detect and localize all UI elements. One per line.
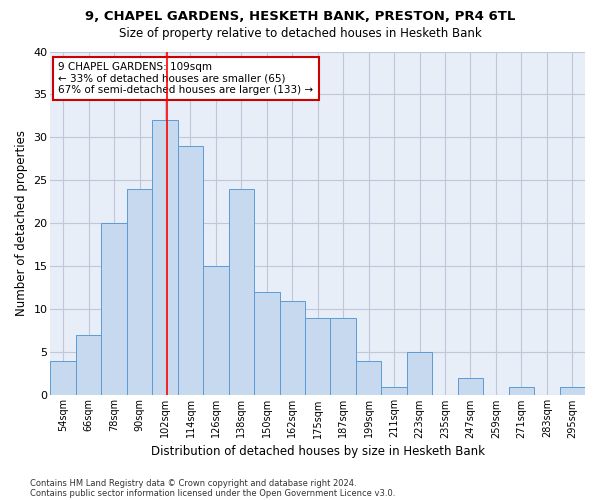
Bar bbox=[509, 387, 534, 396]
X-axis label: Distribution of detached houses by size in Hesketh Bank: Distribution of detached houses by size … bbox=[151, 444, 485, 458]
Text: Contains public sector information licensed under the Open Government Licence v3: Contains public sector information licen… bbox=[30, 489, 395, 498]
Bar bbox=[407, 352, 432, 396]
Bar bbox=[76, 335, 101, 396]
Text: 9 CHAPEL GARDENS: 109sqm
← 33% of detached houses are smaller (65)
67% of semi-d: 9 CHAPEL GARDENS: 109sqm ← 33% of detach… bbox=[58, 62, 314, 95]
Y-axis label: Number of detached properties: Number of detached properties bbox=[15, 130, 28, 316]
Bar bbox=[127, 189, 152, 396]
Bar bbox=[458, 378, 483, 396]
Bar bbox=[305, 318, 331, 396]
Text: Contains HM Land Registry data © Crown copyright and database right 2024.: Contains HM Land Registry data © Crown c… bbox=[30, 479, 356, 488]
Bar bbox=[178, 146, 203, 396]
Bar bbox=[50, 361, 76, 396]
Text: 9, CHAPEL GARDENS, HESKETH BANK, PRESTON, PR4 6TL: 9, CHAPEL GARDENS, HESKETH BANK, PRESTON… bbox=[85, 10, 515, 23]
Bar bbox=[203, 266, 229, 396]
Bar bbox=[382, 387, 407, 396]
Bar bbox=[152, 120, 178, 396]
Bar bbox=[280, 301, 305, 396]
Bar bbox=[560, 387, 585, 396]
Bar bbox=[331, 318, 356, 396]
Bar bbox=[229, 189, 254, 396]
Bar bbox=[254, 292, 280, 396]
Text: Size of property relative to detached houses in Hesketh Bank: Size of property relative to detached ho… bbox=[119, 28, 481, 40]
Bar bbox=[101, 224, 127, 396]
Bar bbox=[356, 361, 382, 396]
